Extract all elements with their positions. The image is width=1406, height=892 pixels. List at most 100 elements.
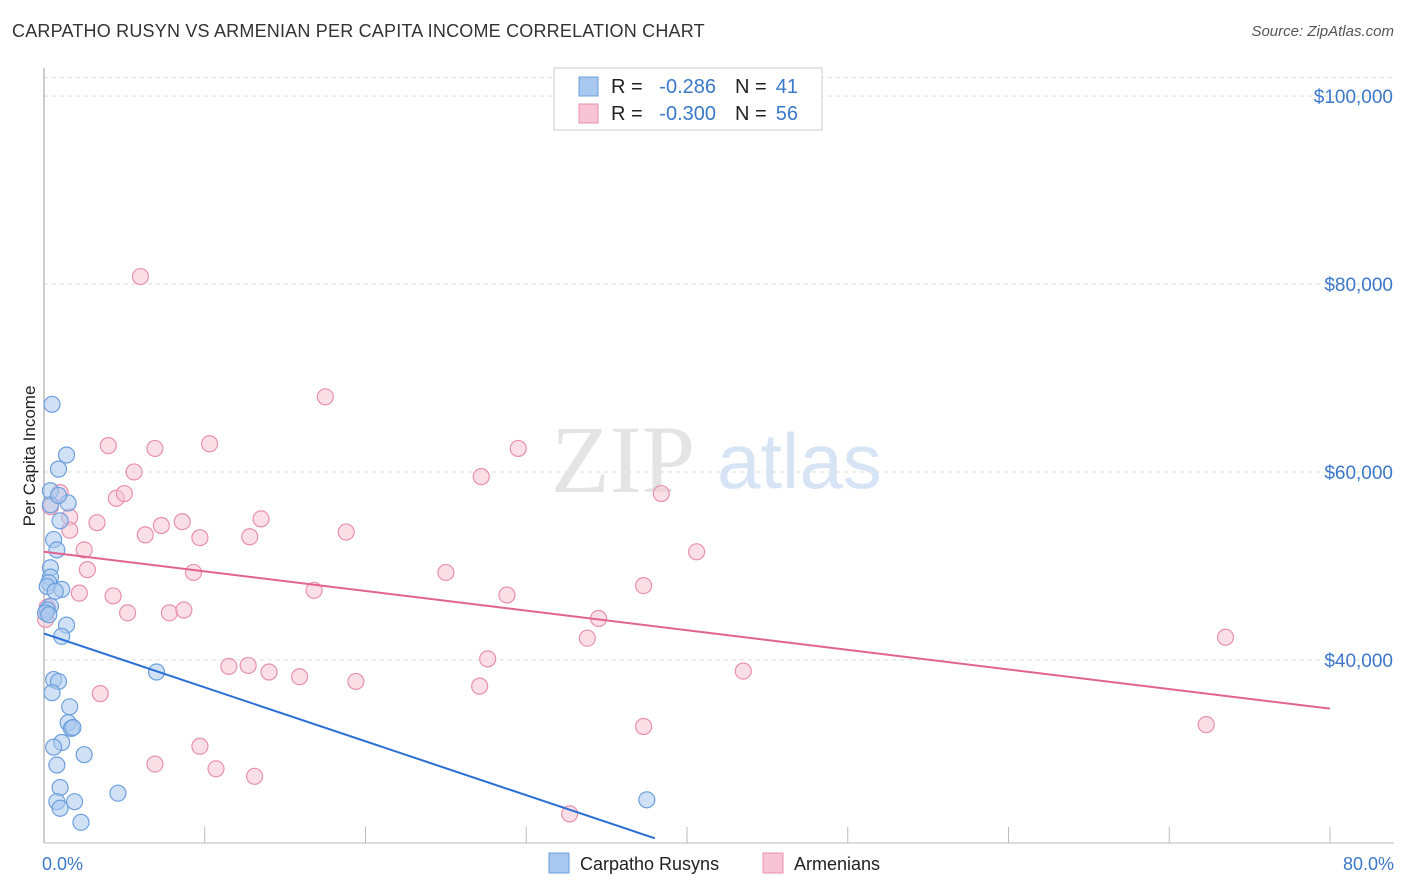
carpatho-rusyn-point (45, 738, 63, 756)
armenian-point (734, 662, 752, 680)
armenian-point (479, 650, 497, 668)
armenian-point (316, 388, 334, 406)
carpatho-rusyn-point (61, 698, 79, 716)
legend-r-value-2: -0.300 (659, 103, 716, 125)
legend-swatch-blue (578, 76, 599, 97)
carpatho-rusyn-point (43, 395, 61, 413)
armenian-point (175, 601, 193, 619)
armenian-point (78, 561, 97, 579)
gridlines (44, 76, 1394, 661)
carpatho-rusyn-point (638, 791, 656, 809)
armenian-point (498, 586, 516, 604)
armenian-point (347, 672, 365, 691)
legend-r-label-1: R = (611, 76, 643, 98)
armenian-point (146, 439, 164, 458)
y-tick-labels: $40,000 $60,000 $80,000 $100,000 (1314, 87, 1393, 672)
legend-n-value-1: 41 (776, 76, 798, 98)
trend-line-armenians (43, 550, 1331, 710)
carpatho-rusyn-point (57, 446, 76, 464)
armenian-point (160, 604, 178, 622)
chart-title: CARPATHO RUSYN VS ARMENIAN PER CAPITA IN… (12, 21, 705, 41)
x-tick-label-max: 80.0% (1343, 854, 1394, 874)
watermark-zip: ZIP (551, 406, 695, 513)
armenian-point (472, 468, 490, 486)
armenian-point (290, 668, 309, 686)
carpatho-rusyn-point (48, 756, 66, 774)
armenian-point (115, 484, 133, 503)
armenian-point (191, 737, 209, 755)
armenian-point (634, 577, 653, 595)
carpatho-rusyn-point (49, 460, 68, 478)
armenian-point (437, 563, 455, 582)
armenian-point (578, 629, 596, 647)
armenian-point (207, 760, 225, 778)
y-tick-label: $80,000 (1324, 275, 1393, 296)
y-axis-title: Per Capita Income (20, 386, 39, 527)
carpatho-rusyn-point (40, 606, 58, 624)
bottom-legend-swatch-blue (548, 852, 570, 874)
armenian-point (688, 543, 706, 561)
bottom-legend: Carpatho Rusyns Armenians (548, 852, 880, 874)
legend-n-value-2: 56 (776, 103, 798, 125)
carpatho-rusyn-point (43, 684, 61, 702)
armenian-point (136, 526, 154, 544)
armenian-point (245, 767, 264, 785)
armenian-point (118, 604, 137, 622)
carpatho-rusyn-point (109, 784, 127, 802)
y-tick-label: $40,000 (1324, 651, 1393, 672)
carpatho-rusyn-point (51, 512, 69, 530)
legend-n-label-1: N = (735, 76, 767, 98)
armenian-point (471, 677, 489, 695)
armenian-point (561, 805, 579, 823)
legend-n-label-2: N = (735, 103, 767, 125)
armenian-point (70, 584, 88, 602)
armenian-point (241, 528, 259, 546)
bottom-legend-label-pink: Armenians (794, 854, 880, 874)
carpatho-rusyn-point (51, 778, 69, 797)
armenian-point (125, 463, 143, 481)
carpatho-rusyn-point (64, 718, 82, 737)
armenian-point (131, 267, 150, 286)
armenian-point (146, 755, 164, 773)
armenian-point (1216, 628, 1235, 646)
armenian-point (1197, 716, 1215, 734)
armenian-point (184, 563, 203, 582)
trend-line-carpatho-rusyns (43, 632, 656, 840)
y-tick-label: $60,000 (1324, 463, 1393, 484)
armenian-point (305, 581, 323, 599)
carpatho-rusyn-point (65, 793, 84, 811)
carpatho-rusyn-point (75, 746, 93, 764)
legend-r-value-1: -0.286 (659, 76, 716, 98)
armenian-point (220, 657, 238, 675)
bottom-legend-label-blue: Carpatho Rusyns (580, 854, 719, 874)
armenian-point (652, 484, 670, 503)
legend-box: R = -0.286 N = 41 R = -0.300 N = 56 (553, 67, 823, 131)
x-tick-label-min: 0.0% (42, 854, 83, 874)
carpatho-rusyn-point (48, 541, 66, 559)
carpatho-rusyn-point (51, 799, 69, 817)
armenian-point (509, 439, 527, 458)
armenian-point (104, 587, 122, 605)
armenian-point (191, 529, 209, 547)
bottom-legend-swatch-pink (762, 852, 784, 874)
legend-r-label-2: R = (611, 103, 643, 125)
armenian-point (75, 541, 93, 559)
x-ticks (204, 827, 1331, 843)
armenian-point (88, 514, 106, 532)
armenian-point (173, 513, 191, 531)
carpatho-rusyn-point (46, 582, 64, 600)
source-label: Source: ZipAtlas.com (1251, 23, 1394, 40)
legend-swatch-pink (578, 103, 599, 124)
armenians-points (37, 267, 1235, 823)
carpatho-rusyn-point (49, 486, 68, 505)
armenian-point (200, 435, 219, 453)
armenian-point (634, 717, 653, 736)
armenian-point (252, 510, 270, 528)
armenian-point (99, 437, 117, 455)
carpatho-rusyns-points (37, 395, 656, 831)
carpatho-rusyn-point (72, 813, 90, 831)
trend-lines (43, 550, 1331, 840)
watermark-atlas: atlas (717, 417, 882, 505)
armenian-point (239, 656, 257, 675)
y-tick-label: $100,000 (1314, 87, 1393, 108)
